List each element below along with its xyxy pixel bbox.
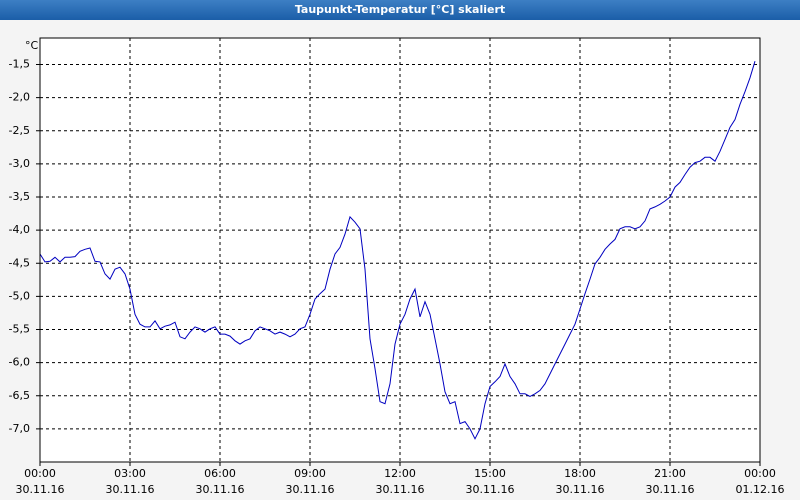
y-tick-label: -3,0 bbox=[9, 157, 30, 170]
y-tick-label: -2,5 bbox=[9, 124, 30, 137]
x-tick-date: 30.11.16 bbox=[556, 483, 605, 496]
title-bar bbox=[0, 0, 800, 20]
x-tick-label: 21:00 bbox=[654, 467, 686, 480]
x-tick-date: 30.11.16 bbox=[16, 483, 65, 496]
x-tick-date: 30.11.16 bbox=[376, 483, 425, 496]
x-tick-label: 09:00 bbox=[294, 467, 326, 480]
x-tick-label: 06:00 bbox=[204, 467, 236, 480]
y-tick-label: -1,5 bbox=[9, 58, 30, 71]
x-tick-date: 01.12.16 bbox=[736, 483, 785, 496]
x-tick-label: 15:00 bbox=[474, 467, 506, 480]
x-tick-label: 00:00 bbox=[744, 467, 776, 480]
x-tick-label: 03:00 bbox=[114, 467, 146, 480]
y-tick-label: -7,0 bbox=[9, 422, 30, 435]
y-tick-label: -4,5 bbox=[9, 256, 30, 269]
y-tick-label: -6,0 bbox=[9, 356, 30, 369]
chart-title: Taupunkt-Temperatur [°C] skaliert bbox=[295, 3, 505, 16]
x-tick-label: 00:00 bbox=[24, 467, 56, 480]
x-tick-date: 30.11.16 bbox=[646, 483, 695, 496]
data-line bbox=[39, 61, 756, 440]
y-axis-label: °C bbox=[25, 39, 39, 52]
y-tick-label: -6,5 bbox=[9, 389, 30, 402]
plot-frame bbox=[39, 37, 761, 463]
y-tick-label: -3,5 bbox=[9, 190, 30, 203]
x-tick-date: 30.11.16 bbox=[286, 483, 335, 496]
x-tick-date: 30.11.16 bbox=[466, 483, 515, 496]
x-tick-label: 18:00 bbox=[564, 467, 596, 480]
x-tick-label: 12:00 bbox=[384, 467, 416, 480]
y-tick-label: -5,0 bbox=[9, 289, 30, 302]
x-tick-date: 30.11.16 bbox=[106, 483, 155, 496]
y-tick-label: -5,5 bbox=[9, 323, 30, 336]
y-tick-label: -2,0 bbox=[9, 91, 30, 104]
x-tick-date: 30.11.16 bbox=[196, 483, 245, 496]
y-tick-label: -4,0 bbox=[9, 223, 30, 236]
